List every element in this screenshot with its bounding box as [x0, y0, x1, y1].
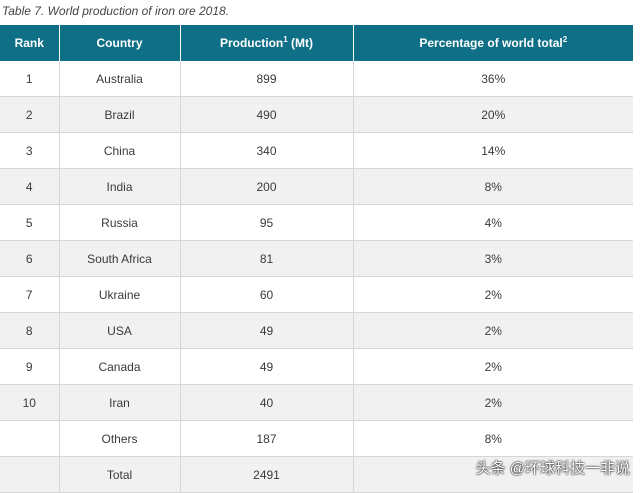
cell-rank: 9	[0, 348, 60, 385]
cell-production: 187	[180, 420, 354, 457]
cell-country: Russia	[59, 204, 181, 241]
cell-rank: 5	[0, 204, 60, 241]
cell-rank: 4	[0, 168, 60, 205]
cell-percentage: 14%	[353, 132, 633, 169]
table-row: 5 Russia 95 4%	[0, 204, 633, 241]
iron-ore-production-table: Rank Country Production1 (Mt) Percentage…	[0, 25, 633, 493]
cell-percentage: 2%	[353, 312, 633, 349]
table-row: 3 China 340 14%	[0, 132, 633, 169]
cell-country: Brazil	[59, 96, 181, 133]
header-production-label: Production	[219, 36, 284, 50]
header-row: Rank Country Production1 (Mt) Percentage…	[0, 25, 633, 61]
cell-percentage: 2%	[353, 348, 633, 385]
table-row: 8 USA 49 2%	[0, 312, 633, 349]
cell-production: 49	[180, 348, 354, 385]
header-percentage: Percentage of world total2	[353, 25, 633, 61]
cell-percentage: 8%	[353, 168, 633, 205]
table-row: 10 Iran 40 2%	[0, 384, 633, 421]
table-caption: Table 7. World production of iron ore 20…	[2, 4, 230, 18]
cell-production: 60	[180, 276, 354, 313]
cell-rank: 7	[0, 276, 60, 313]
cell-production: 49	[180, 312, 354, 349]
cell-percentage: 4%	[353, 204, 633, 241]
cell-percentage	[353, 456, 633, 493]
cell-rank: 10	[0, 384, 60, 421]
table-row: 1 Australia 899 36%	[0, 61, 633, 97]
header-production-unit: (Mt)	[287, 36, 314, 50]
cell-percentage: 2%	[353, 384, 633, 421]
cell-rank	[0, 420, 60, 457]
cell-country: Others	[59, 420, 181, 457]
cell-percentage: 8%	[353, 420, 633, 457]
cell-country: Iran	[59, 384, 181, 421]
cell-percentage: 20%	[353, 96, 633, 133]
table-row: 6 South Africa 81 3%	[0, 240, 633, 277]
header-rank: Rank	[0, 25, 60, 61]
cell-production: 81	[180, 240, 354, 277]
cell-production: 2491	[180, 456, 354, 493]
cell-production: 490	[180, 96, 354, 133]
cell-country: USA	[59, 312, 181, 349]
cell-production: 899	[180, 61, 354, 97]
cell-country: China	[59, 132, 181, 169]
table-row: 9 Canada 49 2%	[0, 348, 633, 385]
table-row: 4 India 200 8%	[0, 168, 633, 205]
cell-percentage: 2%	[353, 276, 633, 313]
cell-rank: 2	[0, 96, 60, 133]
cell-percentage: 36%	[353, 61, 633, 97]
cell-country: Canada	[59, 348, 181, 385]
table-row: 7 Ukraine 60 2%	[0, 276, 633, 313]
cell-percentage: 3%	[353, 240, 633, 277]
table-row: 2 Brazil 490 20%	[0, 96, 633, 133]
cell-rank	[0, 456, 60, 493]
cell-country: Total	[59, 456, 181, 493]
cell-production: 200	[180, 168, 354, 205]
cell-country: Ukraine	[59, 276, 181, 313]
cell-country: South Africa	[59, 240, 181, 277]
cell-country: India	[59, 168, 181, 205]
cell-production: 95	[180, 204, 354, 241]
cell-rank: 8	[0, 312, 60, 349]
header-percentage-label: Percentage of world total	[419, 36, 563, 50]
cell-production: 340	[180, 132, 354, 169]
cell-production: 40	[180, 384, 354, 421]
header-production-footnote: 1	[283, 35, 288, 44]
header-production: Production1 (Mt)	[180, 25, 354, 61]
watermark-text: 头条 @环球科技一非说	[475, 460, 630, 477]
table-row: Others 187 8%	[0, 420, 633, 457]
header-country: Country	[59, 25, 181, 61]
cell-rank: 6	[0, 240, 60, 277]
table-row-total: Total 2491	[0, 456, 633, 493]
header-percentage-footnote: 2	[562, 35, 568, 44]
cell-country: Australia	[59, 61, 181, 97]
cell-rank: 1	[0, 61, 60, 97]
cell-rank: 3	[0, 132, 60, 169]
